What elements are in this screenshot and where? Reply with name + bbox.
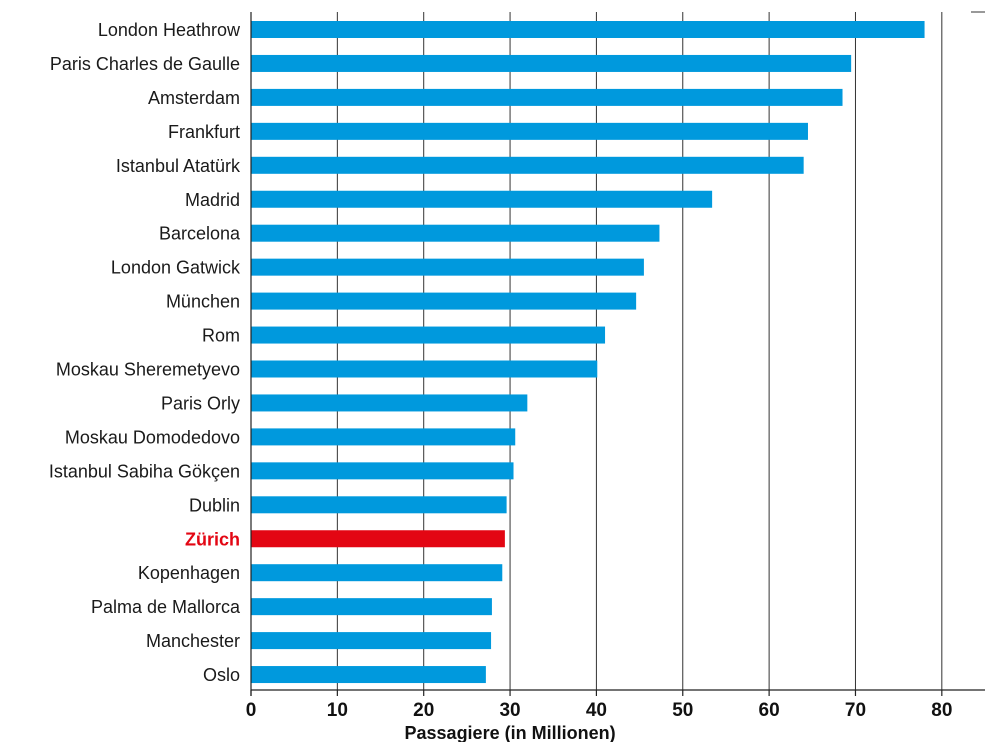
bar-1 xyxy=(251,54,852,72)
category-label: Amsterdam xyxy=(148,88,240,108)
bar-3 xyxy=(251,122,808,140)
x-axis-title: Passagiere (in Millionen) xyxy=(405,723,616,742)
bar-14 xyxy=(251,496,507,514)
category-label: Dublin xyxy=(189,495,240,515)
category-label: Moskau Domodedovo xyxy=(65,427,240,447)
bar-17 xyxy=(251,598,492,616)
category-label: Oslo xyxy=(203,665,240,685)
gridlines xyxy=(336,11,985,690)
bar-11 xyxy=(251,394,528,412)
bar-15 xyxy=(251,530,505,548)
category-label: Paris Orly xyxy=(161,393,240,413)
category-label: Istanbul Atatürk xyxy=(116,156,241,176)
category-label: Barcelona xyxy=(159,224,241,244)
x-tick-labels: 0 10 20 30 40 50 60 70 80 xyxy=(246,690,952,721)
bar-7 xyxy=(251,258,644,276)
x-tick-label: 60 xyxy=(759,700,780,721)
bar-13 xyxy=(251,462,514,480)
bar-2 xyxy=(251,88,843,106)
x-tick-label: 30 xyxy=(499,700,520,721)
bar-19 xyxy=(251,666,486,684)
bar-12 xyxy=(251,428,516,446)
bar-9 xyxy=(251,326,606,344)
category-label: Madrid xyxy=(185,190,240,210)
x-tick-label: 20 xyxy=(413,700,434,721)
category-label: Moskau Sheremetyevo xyxy=(56,360,240,380)
category-label: Manchester xyxy=(146,631,240,651)
bar-10 xyxy=(251,360,598,378)
category-label: Paris Charles de Gaulle xyxy=(50,54,240,74)
x-tick-label: 80 xyxy=(931,700,952,721)
bar-18 xyxy=(251,632,492,650)
category-label: London Gatwick xyxy=(111,258,241,278)
category-label: Istanbul Sabiha Gökçen xyxy=(49,461,240,481)
category-label: Frankfurt xyxy=(168,122,240,142)
category-labels: London Heathrow Paris Charles de Gaulle Am… xyxy=(49,20,241,685)
category-label: Kopenhagen xyxy=(138,563,240,583)
bar-4 xyxy=(251,156,804,174)
x-tick-label: 40 xyxy=(586,700,607,721)
bar-5 xyxy=(251,190,713,208)
x-tick-label: 50 xyxy=(672,700,693,721)
category-label: Zürich xyxy=(185,529,240,549)
bars xyxy=(251,21,925,684)
bar-6 xyxy=(251,224,660,242)
category-label: Palma de Mallorca xyxy=(91,597,241,617)
bar-0 xyxy=(251,21,925,38)
x-tick-label: 70 xyxy=(845,700,866,721)
category-label: London Heathrow xyxy=(98,20,241,40)
x-tick-label: 10 xyxy=(327,700,348,721)
bar-8 xyxy=(251,292,637,310)
category-label: München xyxy=(166,292,240,312)
x-tick-label: 0 xyxy=(246,700,257,721)
bar-16 xyxy=(251,564,503,582)
category-label: Rom xyxy=(202,326,240,346)
